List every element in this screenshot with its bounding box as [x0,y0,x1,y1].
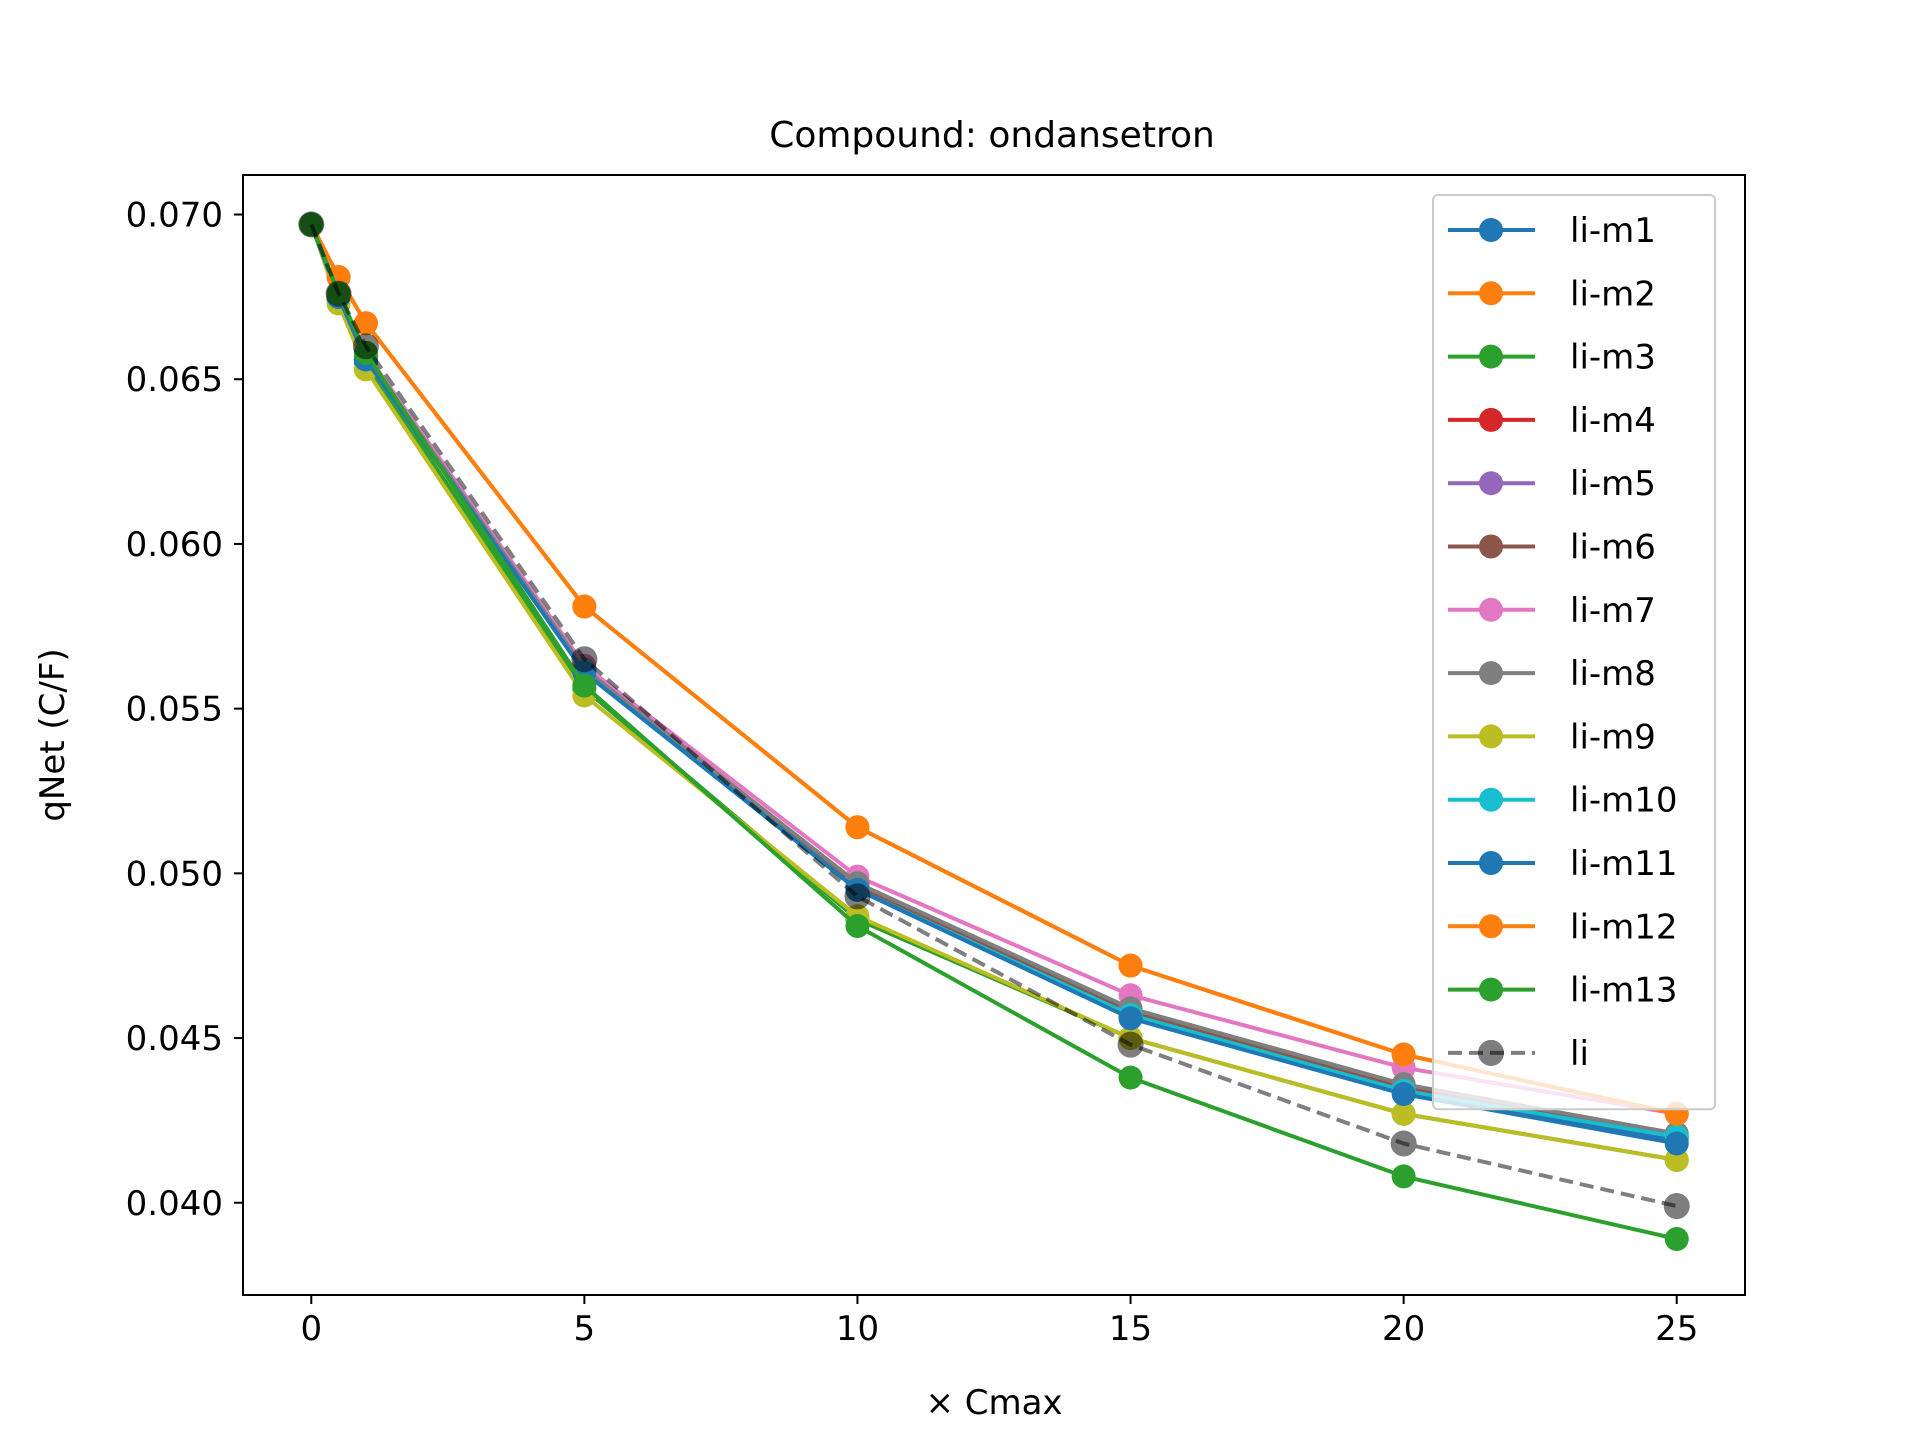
data-point [1664,1227,1689,1251]
y-tick-label: 0.070 [126,196,223,236]
x-axis: 0 5 10 15 20 25 [300,1295,1698,1349]
data-point [845,914,870,939]
y-axis: 0.040 0.045 0.050 0.055 0.060 0.065 0.070 [126,196,243,1224]
data-point [1664,1147,1689,1172]
legend-label: li-m11 [1570,844,1678,884]
series-li [298,211,1690,1220]
legend-marker [1479,787,1503,812]
legend-label: li-m9 [1570,717,1656,757]
x-tick-label: 20 [1382,1309,1425,1349]
data-point [298,211,325,238]
legend-item: li [1448,1034,1589,1074]
data-point [1391,1164,1416,1189]
y-tick-label: 0.065 [126,360,223,400]
data-point [352,333,379,360]
legend-item: li-m8 [1448,654,1656,694]
legend-item: li-m12 [1448,907,1678,947]
data-point [572,673,597,698]
legend-item: li-m1 [1448,211,1656,251]
data-point [1118,1006,1143,1031]
legend-label: li-m6 [1570,528,1656,568]
legend-label: li-m2 [1570,274,1656,314]
legend-label: li-m5 [1570,464,1656,504]
data-point [572,594,597,619]
data-point [1391,1082,1416,1107]
legend-marker [1479,851,1503,875]
legend-label: li-m8 [1570,654,1656,694]
legend-marker [1479,471,1503,496]
legend-item: li-m7 [1448,591,1656,631]
series-layer [298,211,1690,1251]
legend-box [1432,194,1716,1111]
legend-item: li-m4 [1448,401,1656,441]
y-tick-label: 0.050 [126,854,223,894]
legend-item: li-m3 [1448,338,1656,378]
x-axis-label: × Cmax [925,1383,1062,1423]
legend-marker [1479,724,1503,749]
legend-item: li-m5 [1448,464,1656,504]
y-axis-label: qNet (C/F) [33,648,73,821]
legend-marker [1479,407,1503,432]
legend-marker [1479,344,1503,369]
legend-label: li-m12 [1570,907,1678,947]
y-tick-label: 0.045 [126,1019,223,1059]
legend-label: li-m10 [1570,781,1678,821]
x-tick-label: 0 [300,1309,322,1349]
legend-item: li-m11 [1448,844,1678,884]
legend-label: li-m7 [1570,591,1656,631]
legend-marker [1479,661,1503,686]
plot-frame [242,174,1746,1296]
legend-marker [1479,597,1503,622]
legend-label: li-m13 [1570,971,1678,1011]
data-point [1391,1042,1416,1067]
legend-marker [1479,534,1503,559]
legend-item: li-m10 [1448,781,1678,821]
data-point [1118,1065,1143,1090]
legend-marker [1479,281,1503,306]
data-point [1118,953,1143,978]
data-point [844,883,871,910]
y-tick-label: 0.040 [126,1184,223,1224]
x-tick-label: 15 [1109,1309,1152,1349]
data-point [1663,1193,1690,1220]
x-tick-label: 25 [1655,1309,1698,1349]
legend-item: li-m6 [1448,528,1656,568]
legend-label: li [1570,1034,1589,1074]
data-point [845,815,870,840]
legend-marker [1479,914,1503,939]
data-point [1390,1130,1417,1157]
data-point [353,311,378,336]
data-point [1391,1101,1416,1126]
legend-marker [1478,1039,1504,1066]
data-point [325,280,352,307]
legend-marker [1479,218,1503,242]
legend-label: li-m4 [1570,401,1656,441]
x-tick-label: 10 [836,1309,879,1349]
legend: li-m1 li-m2 li-m3 li-m4 li-m5 li-m6 li-m7 li-m8… [1432,194,1716,1111]
legend-label: li-m3 [1570,338,1656,378]
chart-title: Compound: ondansetron [769,115,1215,156]
legend-label: li-m1 [1570,211,1656,251]
data-point [1664,1131,1689,1156]
data-point [571,646,598,673]
legend-item: li-m9 [1448,717,1656,757]
data-point [1117,1031,1144,1058]
x-tick-label: 5 [574,1309,596,1349]
y-tick-label: 0.055 [126,690,223,730]
legend-item: li-m13 [1448,971,1678,1011]
legend-item: li-m2 [1448,274,1656,314]
y-tick-label: 0.060 [126,525,223,565]
legend-marker [1479,977,1503,1002]
